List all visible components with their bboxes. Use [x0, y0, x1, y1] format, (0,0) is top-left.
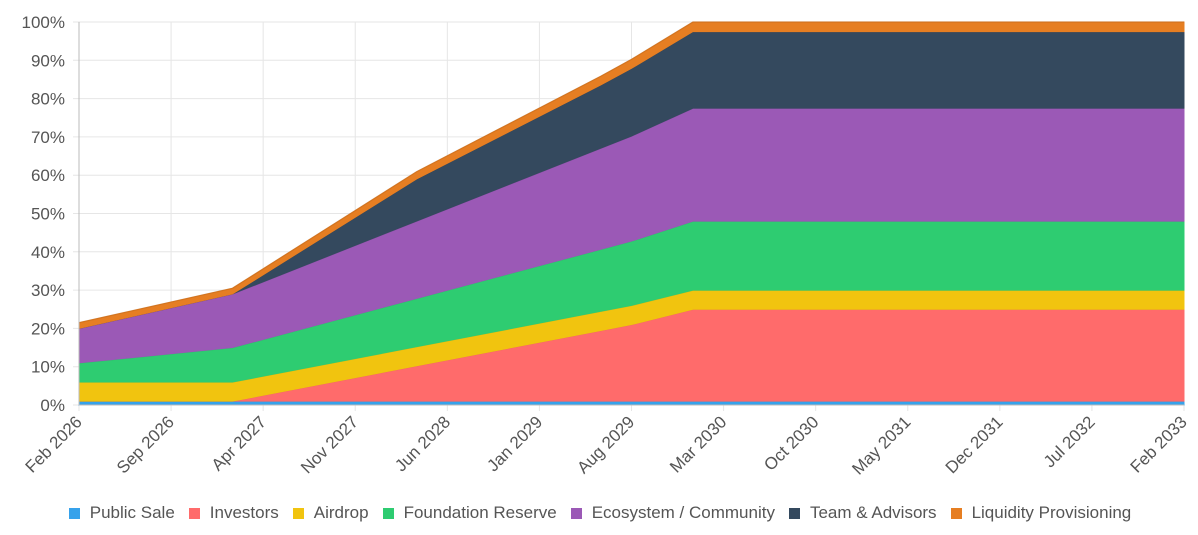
y-tick-label: 60%: [31, 166, 65, 185]
y-tick-label: 70%: [31, 128, 65, 147]
x-tick-label: Apr 2027: [208, 412, 270, 474]
legend-swatch: [186, 505, 202, 521]
y-tick-label: 40%: [31, 243, 65, 262]
chart-legend: Public Sale Investors Airdrop Foundation Re…: [0, 498, 1198, 528]
x-tick-label: May 2031: [848, 412, 914, 478]
legend-label: Investors: [209, 503, 279, 522]
legend-label: Airdrop: [313, 503, 369, 522]
area-series: [78, 21, 1185, 406]
y-tick-label: 100%: [22, 13, 65, 32]
x-tick-label: Jun 2028: [391, 412, 454, 475]
y-tick-label: 80%: [31, 90, 65, 109]
y-tick-label: 30%: [31, 281, 65, 300]
y-tick-label: 90%: [31, 51, 65, 70]
legend-label: Team & Advisors: [809, 503, 937, 522]
legend-item-foundation-reserve[interactable]: Foundation Reserve: [380, 503, 557, 523]
x-tick-label: Jul 2032: [1040, 412, 1099, 471]
legend-item-investors[interactable]: Investors: [186, 503, 279, 523]
y-tick-label: 0%: [40, 396, 65, 415]
x-tick-label: Mar 2030: [666, 412, 730, 476]
x-tick-label: Sep 2026: [113, 412, 178, 477]
x-tick-label: Nov 2027: [297, 412, 362, 477]
x-tick-label: Feb 2026: [22, 412, 86, 476]
x-tick-label: Aug 2029: [573, 412, 638, 477]
legend-label: Foundation Reserve: [403, 503, 557, 522]
x-tick-label: Feb 2033: [1127, 412, 1191, 476]
area-liquidity-provisioning: [78, 21, 1185, 330]
stacked-area-chart: 0% 10% 20% 30% 40% 50% 60% 70% 80% 90% 100% Feb 202…: [22, 13, 1191, 479]
y-tick-label: 10%: [31, 358, 65, 377]
legend-label: Public Sale: [89, 503, 175, 522]
legend-item-liquidity-provisioning[interactable]: Liquidity Provisioning: [948, 503, 1132, 523]
x-tick-label: Dec 2031: [942, 412, 1007, 477]
legend-label: Ecosystem / Community: [591, 503, 775, 522]
x-tick-label: Jan 2029: [483, 412, 546, 475]
legend-item-public-sale[interactable]: Public Sale: [66, 503, 175, 523]
y-tick-label: 20%: [31, 319, 65, 338]
series-line-liquidity-provisioning: [78, 21, 1184, 324]
legend-item-airdrop[interactable]: Airdrop: [290, 503, 369, 523]
x-tick-label: Oct 2030: [760, 412, 822, 474]
legend-item-ecosystem-community[interactable]: Ecosystem / Community: [568, 503, 775, 523]
legend-swatch: [568, 505, 584, 521]
y-tick-label: 50%: [31, 205, 65, 224]
legend-swatch: [66, 505, 82, 521]
legend-swatch: [948, 505, 964, 521]
legend-item-team-advisors[interactable]: Team & Advisors: [786, 503, 937, 523]
legend-swatch: [380, 505, 396, 521]
legend-label: Liquidity Provisioning: [971, 503, 1132, 522]
legend-swatch: [290, 505, 306, 521]
legend-swatch: [786, 505, 802, 521]
